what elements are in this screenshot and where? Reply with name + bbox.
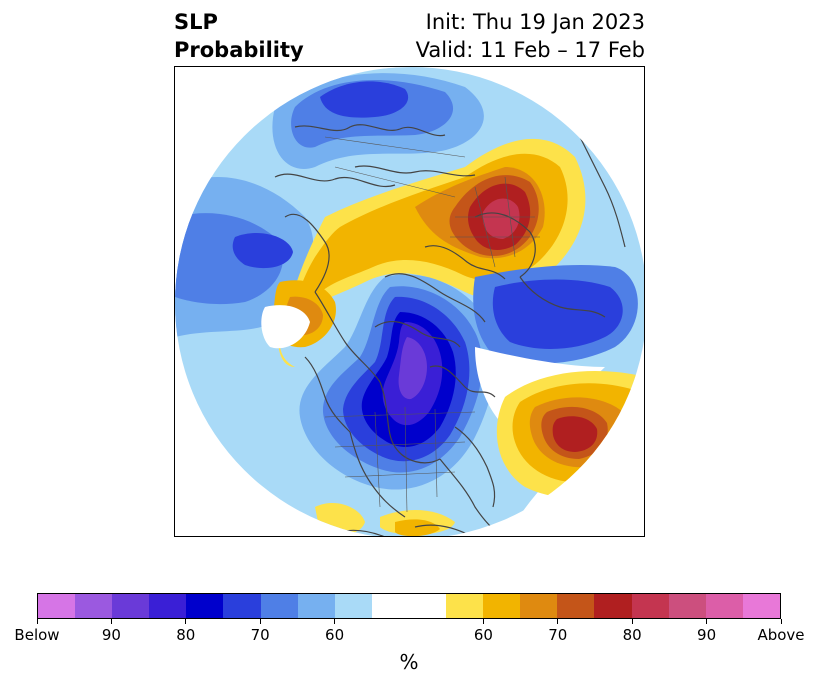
colorbar-segment (557, 594, 595, 618)
map-canvas (175, 67, 644, 536)
colorbar-segment (297, 594, 335, 618)
colorbar-segment (112, 594, 150, 618)
colorbar-unit: % (399, 650, 419, 674)
colorbar-segment (186, 594, 224, 618)
borders (324, 136, 540, 513)
colorbar-segment (75, 594, 113, 618)
colorbar-tick-label: 80 (176, 626, 196, 644)
colorbar-tick-mark (334, 619, 336, 624)
colorbar-tick-label: 90 (101, 626, 121, 644)
colorbar-tick-mark (185, 619, 187, 624)
title-probability: Probability (174, 38, 304, 62)
title-right: Init: Thu 19 Jan 2023 Valid: 11 Feb – 17… (416, 8, 645, 64)
colorbar-tick-label: 60 (473, 626, 493, 644)
colorbar-segment (371, 594, 409, 618)
colorbar-tick-label: 90 (697, 626, 717, 644)
colorbar-segment (38, 594, 76, 618)
colorbar-tick-mark (780, 619, 782, 624)
colorbar-tick-label: 60 (325, 626, 345, 644)
colorbar-segment (742, 594, 780, 618)
title-left: SLP Probability (174, 8, 304, 64)
colorbar (37, 593, 781, 619)
colorbar-segment (223, 594, 261, 618)
colorbar-tick-mark (631, 619, 633, 624)
colorbar-tick-label: 70 (250, 626, 270, 644)
colorbar-tick-mark (557, 619, 559, 624)
colorbar-segment (260, 594, 298, 618)
colorbar-segment (668, 594, 706, 618)
colorbar-segment (631, 594, 669, 618)
colorbar-tick-label: Above (757, 626, 805, 644)
probability-map (174, 66, 645, 537)
probability-field (175, 67, 644, 536)
colorbar-segment (520, 594, 558, 618)
colorbar-tick-mark (259, 619, 261, 624)
colorbar-segment (483, 594, 521, 618)
colorbar-segment (446, 594, 484, 618)
colorbar-tick-mark (36, 619, 38, 624)
colorbar-tick-mark (482, 619, 484, 624)
colorbar-tick-label: Below (14, 626, 60, 644)
init-date: Init: Thu 19 Jan 2023 (425, 10, 645, 34)
colorbar-segment (149, 594, 187, 618)
colorbar-segment (705, 594, 743, 618)
title-variable: SLP (174, 10, 218, 34)
colorbar-segment (408, 594, 447, 618)
colorbar-tick-label: 70 (548, 626, 568, 644)
colorbar-tick-label: 80 (622, 626, 642, 644)
colorbar-tick-mark (110, 619, 112, 624)
colorbar-segment (594, 594, 632, 618)
colorbar-tick-mark (706, 619, 708, 624)
coastlines (274, 124, 626, 536)
valid-range: Valid: 11 Feb – 17 Feb (415, 38, 645, 62)
colorbar-segment (334, 594, 372, 618)
